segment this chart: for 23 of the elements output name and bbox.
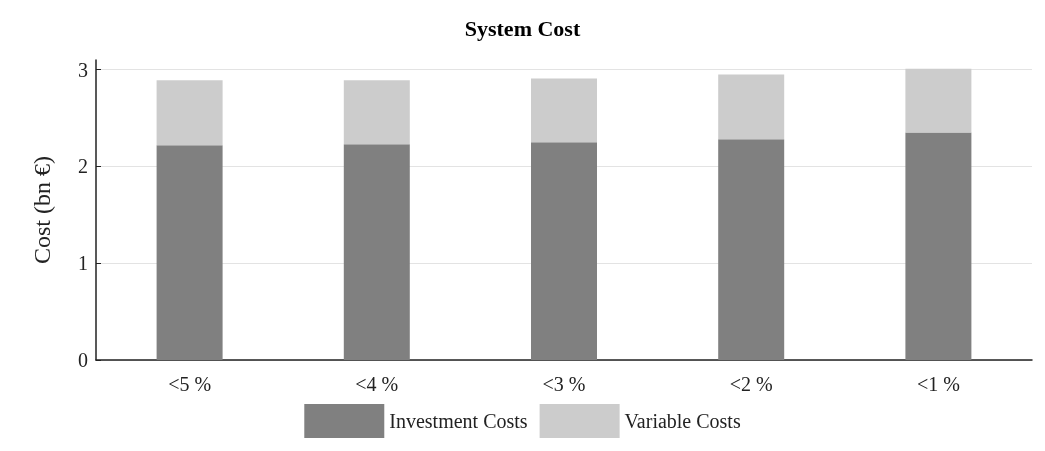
bar (156, 145, 223, 360)
x-tick-label: <5 % (168, 373, 212, 395)
x-tick-label: <1 % (916, 373, 960, 395)
bar (718, 139, 785, 360)
bar (905, 68, 972, 133)
bar (531, 78, 597, 143)
bar (718, 74, 785, 140)
chart-title: System Cost (464, 15, 581, 41)
legend-label: Variable Costs (624, 410, 741, 432)
legend-label: Investment Costs (389, 410, 528, 432)
x-tick-label: <3 % (542, 373, 586, 395)
bar (156, 80, 223, 146)
bar (905, 132, 972, 360)
bar (343, 144, 410, 360)
bar (531, 142, 597, 360)
y-tick-label: 2 (78, 155, 88, 178)
y-tick-label: 1 (78, 252, 88, 275)
bar (343, 80, 410, 145)
x-tick-label: <4 % (355, 373, 399, 395)
x-tick-label: <2 % (729, 373, 773, 395)
y-tick-label: 0 (78, 349, 88, 371)
y-tick-label: 3 (78, 58, 88, 81)
y-axis-title: Cost (bn €) (29, 156, 55, 264)
